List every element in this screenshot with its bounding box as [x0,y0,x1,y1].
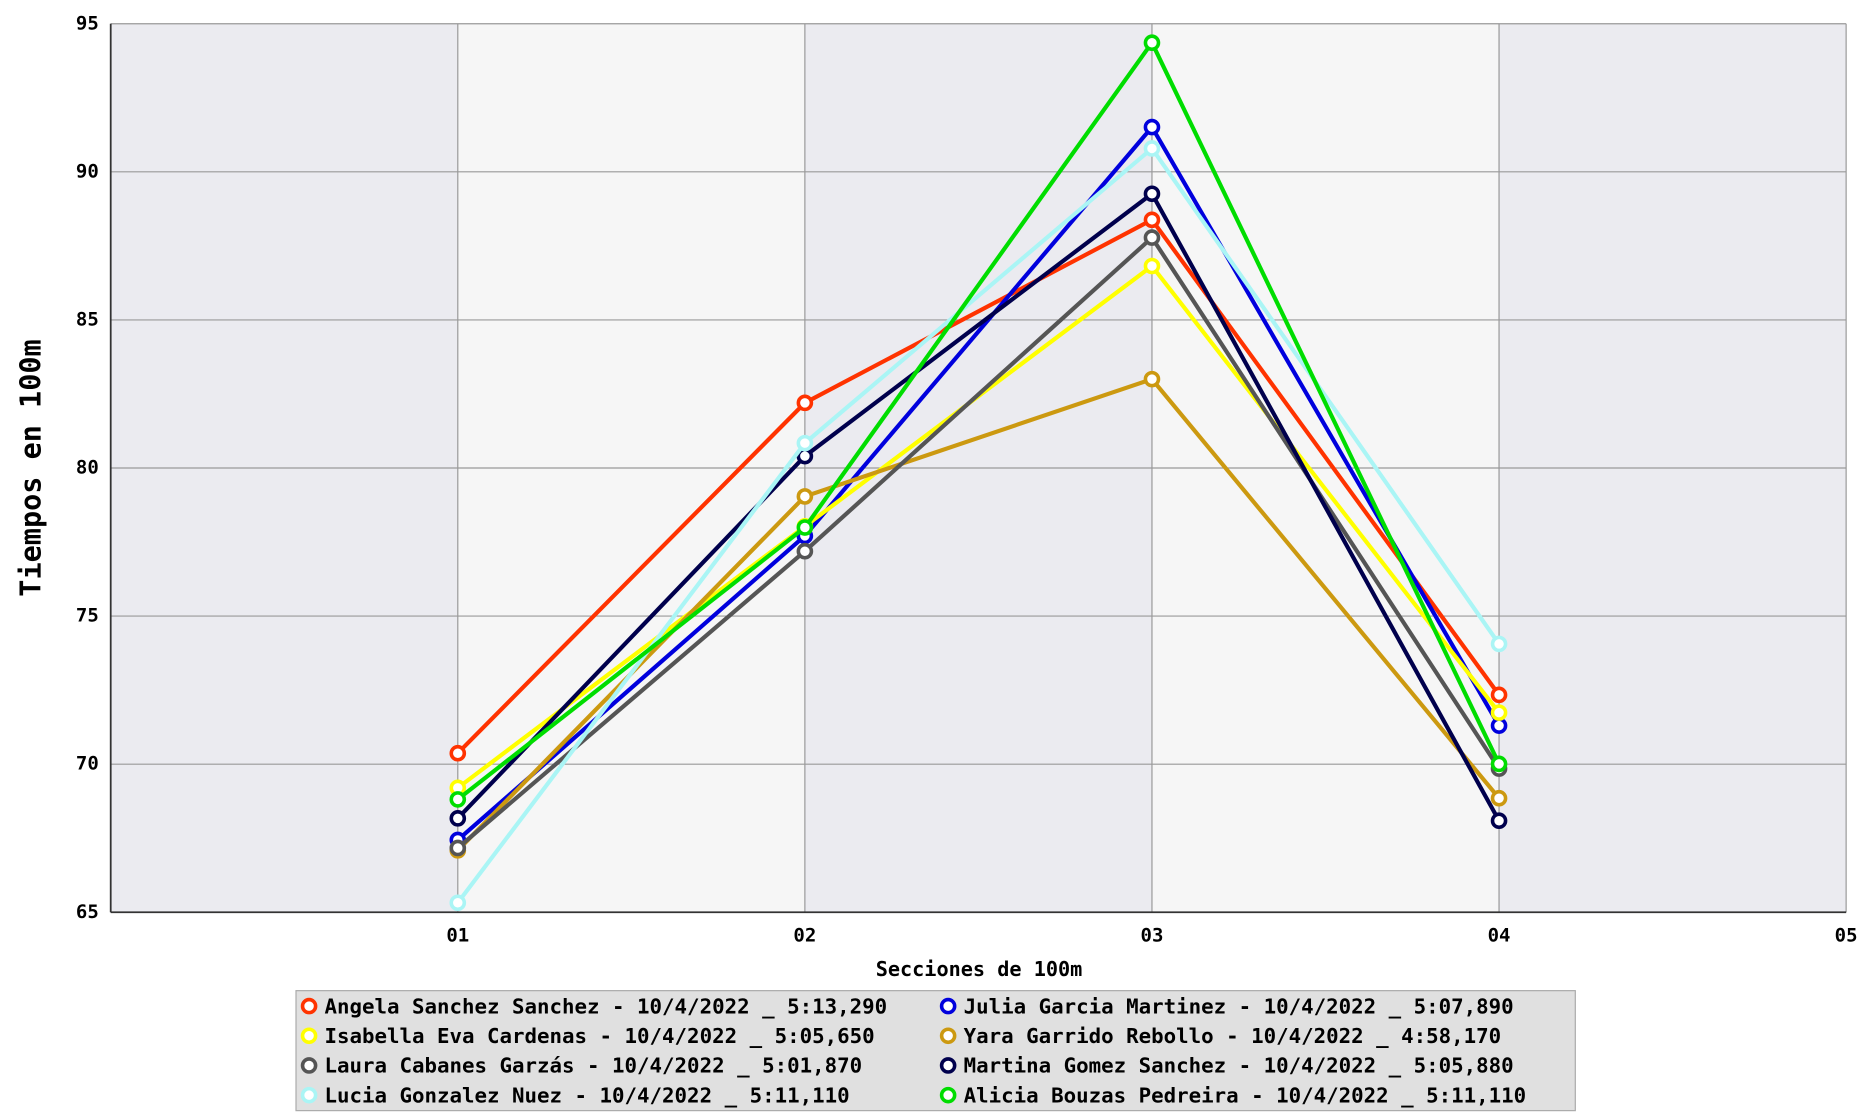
legend-label: Isabella Eva Cardenas - 10/4/2022 _ 5:05… [325,1024,875,1048]
data-point [1143,140,1161,157]
data-point [796,394,814,412]
x-tick-label: 03 [1141,925,1164,947]
data-point [1490,812,1508,830]
x-tick-label: 05 [1835,925,1858,947]
legend-label: Julia Garcia Martinez - 10/4/2022 _ 5:07… [964,994,1514,1018]
data-point [1490,686,1508,704]
data-point [1490,717,1508,734]
legend-box [295,990,1576,1112]
x-axis-label: Secciones de 100m [876,957,1083,981]
legend-marker [300,1027,318,1045]
data-point [449,894,467,912]
legend-marker [300,1086,318,1104]
data-point [1143,211,1161,229]
y-tick-label: 90 [76,160,99,182]
data-point [1143,229,1161,246]
data-point [1143,257,1161,275]
legend-marker [939,1027,957,1045]
data-point [1143,118,1161,136]
series-line [456,217,1501,755]
legend-label: Angela Sanchez Sanchez - 10/4/2022 _ 5:1… [325,994,888,1018]
data-point [1490,635,1508,653]
y-tick-label: 85 [76,308,99,330]
series-line [456,40,1501,802]
y-tick-label: 70 [76,753,99,775]
data-point [1490,704,1508,721]
legend-marker [939,1086,957,1104]
x-tick-label: 02 [793,925,816,947]
data-point [796,434,814,452]
legend-label: Martina Gomez Sanchez - 10/4/2022 _ 5:05… [964,1054,1514,1078]
series-line [456,125,1501,842]
legend-marker [939,1057,957,1074]
y-tick-label: 75 [76,605,99,627]
data-point [1143,185,1161,203]
data-point [1490,789,1508,807]
y-tick-label: 80 [76,457,99,479]
legend-marker [300,997,318,1015]
data-point [796,542,814,560]
data-point [796,519,814,536]
legend-label: Yara Garrido Rebollo - 10/4/2022 _ 4:58,… [964,1024,1502,1048]
x-tick-label: 01 [446,925,469,947]
legend-marker [939,997,957,1015]
legend-label: Laura Cabanes Garzás - 10/4/2022 _ 5:01,… [325,1054,863,1078]
data-point [796,488,814,505]
data-point [1490,755,1508,773]
data-point [449,839,467,857]
series-line [456,191,1501,822]
y-tick-label: 95 [76,12,99,34]
data-point [449,791,467,808]
legend-label: Alicia Bouzas Pedreira - 10/4/2022 _ 5:1… [964,1083,1527,1107]
y-axis-label: Tiempos en 100m [14,339,47,596]
data-point [1143,370,1161,388]
legend-marker [300,1057,318,1074]
y-tick-label: 65 [76,901,99,923]
x-tick-label: 04 [1488,925,1511,947]
series-line [456,146,1501,905]
legend-label: Lucia Gonzalez Nuez - 10/4/2022 _ 5:11,1… [325,1083,850,1107]
data-point [449,810,467,827]
data-point [449,744,467,762]
data-point [1143,34,1161,52]
